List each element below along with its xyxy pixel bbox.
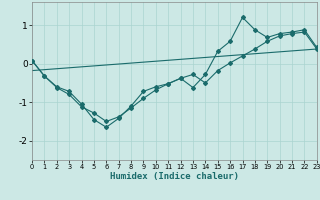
X-axis label: Humidex (Indice chaleur): Humidex (Indice chaleur): [110, 172, 239, 181]
